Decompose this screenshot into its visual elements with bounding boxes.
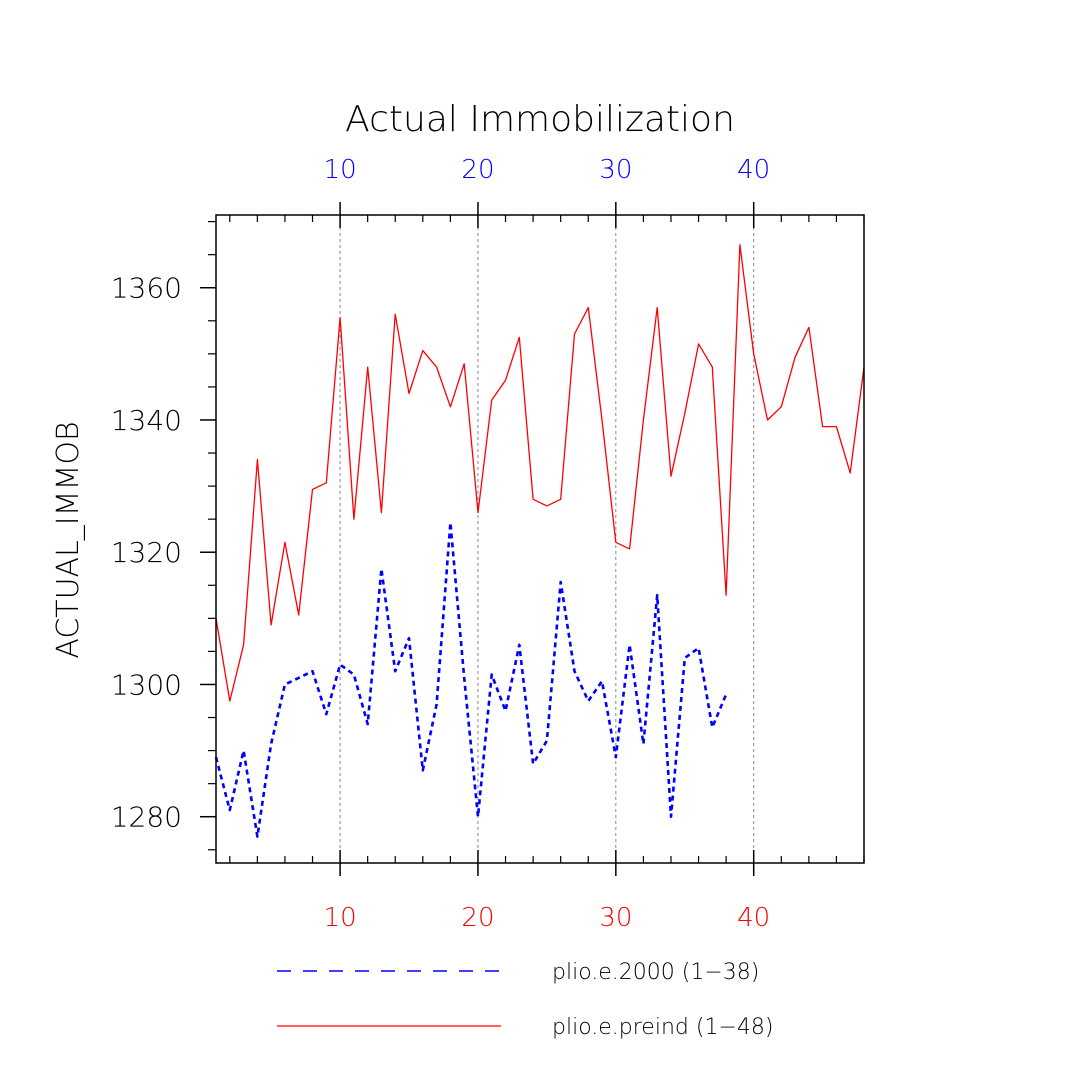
- grid-lines: [339, 215, 755, 863]
- series-line-preind: [215, 244, 865, 702]
- legend-label-e2000: plio.e.2000 (1−38): [552, 960, 759, 985]
- y-tick-label: 1280: [111, 801, 182, 834]
- legend-label-preind: plio.e.preind (1−48): [552, 1015, 773, 1040]
- legend: plio.e.2000 (1−38) plio.e.preind (1−48): [277, 960, 773, 1040]
- series-line-e2000: [214, 521, 728, 838]
- y-tick-label: 1340: [111, 404, 182, 437]
- y-axis-label: ACTUAL_IMMOB: [51, 421, 86, 658]
- axis-ticks: 10 10 20 20 30 30 40 40 1280 1300 1320 1340 1360: [111, 155, 865, 933]
- x-tick-label-top: 30: [599, 155, 632, 185]
- x-tick-label-top: 20: [461, 155, 494, 185]
- y-tick-label: 1300: [111, 668, 182, 701]
- x-tick-label-top: 10: [324, 155, 357, 185]
- x-tick-label-bottom: 30: [599, 903, 632, 933]
- x-tick-label-top: 40: [737, 155, 770, 185]
- chart-title: Actual Immobilization: [345, 99, 735, 140]
- x-tick-label-bottom: 20: [461, 903, 494, 933]
- series-group: [214, 244, 865, 838]
- plot-frame: [215, 214, 865, 864]
- x-tick-label-bottom: 40: [737, 903, 770, 933]
- y-tick-label: 1320: [111, 536, 182, 569]
- x-tick-label-bottom: 10: [324, 903, 357, 933]
- y-tick-label: 1360: [111, 272, 182, 305]
